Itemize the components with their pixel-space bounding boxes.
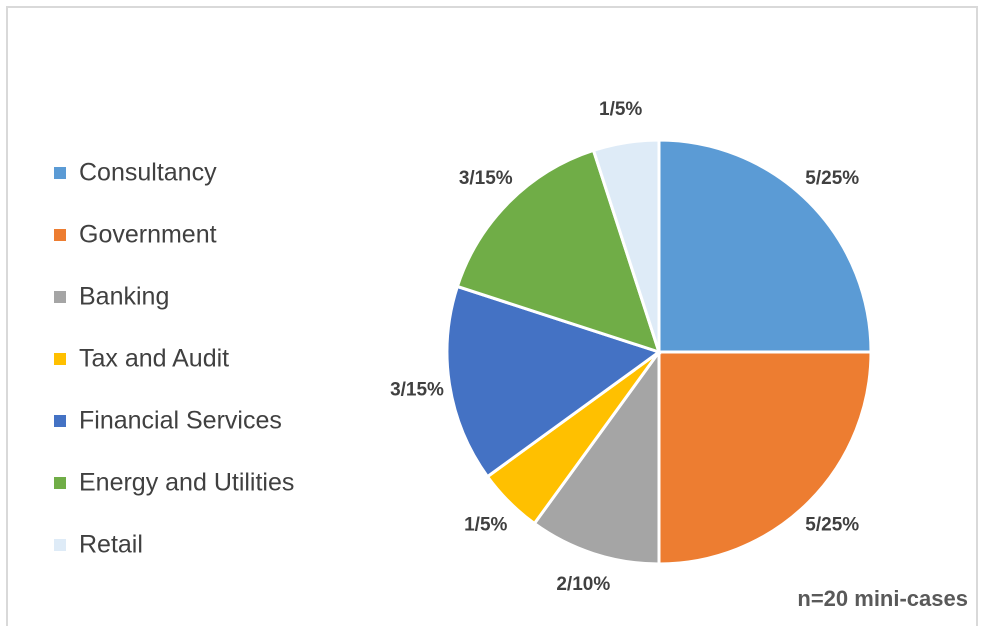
legend-label: Retail [79,531,143,559]
data-label: 3/15% [459,168,513,189]
legend-swatch [54,353,66,365]
legend-swatch [54,167,66,179]
data-label: 1/5% [464,514,507,535]
legend-label: Consultancy [79,159,217,187]
legend-swatch [54,539,66,551]
legend-label: Energy and Utilities [79,469,294,497]
legend-label: Tax and Audit [79,345,229,373]
data-label: 2/10% [556,574,610,595]
legend-label: Financial Services [79,407,282,435]
legend-swatch [54,291,66,303]
legend-label: Government [79,221,217,249]
data-label: 1/5% [599,99,642,120]
pie-slice [445,284,663,479]
pie-slice [591,138,661,353]
legend-label: Banking [79,283,169,311]
data-label: 5/25% [805,514,859,535]
annotation: n=20 mini-cases [797,586,968,611]
legend-swatch [54,229,66,241]
pie-slice [532,347,661,566]
pie-slice [657,138,873,354]
legend-swatch [54,415,66,427]
data-label: 3/15% [390,379,444,400]
data-label: 5/25% [805,168,859,189]
pie-slice [657,350,873,566]
legend-swatch [54,477,66,489]
